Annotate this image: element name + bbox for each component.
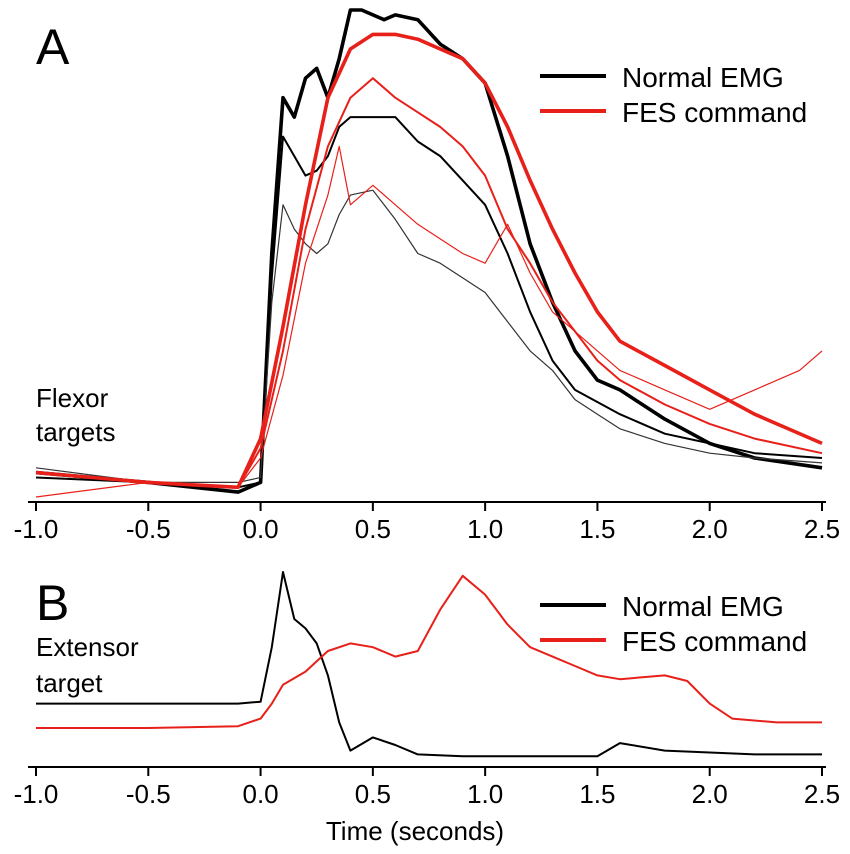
panel-a-x-tick-label: 0.0	[242, 514, 278, 544]
panel-a-x-tick-label: 2.5	[804, 514, 840, 544]
panel-a-x-tick-label: -1.0	[14, 514, 59, 544]
panel-a-series-emg-thin-line	[35, 116, 823, 489]
panel-a-series-fes-thin-line	[35, 77, 823, 489]
legend-b-normal-emg-label: Normal EMG	[622, 591, 784, 622]
panel-a-side-label-line1: Flexor	[36, 383, 109, 413]
panel-a-x-tick-label: -0.5	[126, 514, 171, 544]
panel-a-series	[35, 8, 823, 498]
x-axis-title: Time (seconds)	[326, 816, 504, 846]
legend-b-fes-command-label: FES command	[622, 626, 807, 657]
panel-a-label: A	[36, 19, 70, 75]
panel-b-side-label-line1: Extensor	[36, 632, 139, 662]
panel-b-legend: Normal EMG FES command	[540, 591, 807, 657]
panel-a-x-tick-label: 1.5	[579, 514, 615, 544]
panel-b-x-tick-label: 0.0	[242, 779, 278, 809]
panel-a-x-tick-label: 2.0	[692, 514, 728, 544]
panel-b-x-ticks: -1.0 -0.5 0.0 0.5 1.0 1.5 2.0 2.5	[14, 767, 840, 809]
panel-b-series	[36, 571, 822, 758]
panel-b-series-emg-thin-line	[36, 571, 822, 758]
panel-b-x-tick-label: -1.0	[14, 779, 59, 809]
panel-b-x-tick-label: 1.5	[579, 779, 615, 809]
panel-b-x-tick-label: 2.5	[804, 779, 840, 809]
panel-a: A Flexor targets -1.0 -0.5 0.0 0.5 1.0 1.5 2.0…	[14, 8, 840, 544]
panel-b-x-tick-label: -0.5	[126, 779, 171, 809]
panel-a-side-label-line2: targets	[36, 417, 116, 447]
panel-a-x-tick-label: 0.5	[355, 514, 391, 544]
panel-a-series-fes-hair-line	[35, 145, 823, 498]
panel-a-x-tick-label: 1.0	[467, 514, 503, 544]
panel-a-series-emg-thick-line	[35, 8, 823, 494]
panel-b-x-tick-label: 2.0	[692, 779, 728, 809]
panel-a-series-emg-hair-line	[35, 189, 823, 483]
legend-a-fes-command-label: FES command	[622, 97, 807, 128]
panel-b-label: B	[36, 575, 69, 631]
panel-b-x-tick-label: 0.5	[355, 779, 391, 809]
panel-b: B Extensor target -1.0 -0.5 0.0 0.5 1.0 1.5 2.…	[14, 571, 840, 846]
legend-a-normal-emg-label: Normal EMG	[622, 62, 784, 93]
panel-b-side-label-line2: target	[36, 668, 103, 698]
panel-b-x-tick-label: 1.0	[467, 779, 503, 809]
panel-a-series-fes-thick-line	[35, 32, 823, 490]
panel-a-x-ticks: -1.0 -0.5 0.0 0.5 1.0 1.5 2.0 2.5	[14, 502, 840, 544]
panel-b-series-fes-thin-line	[36, 574, 822, 729]
panel-a-legend: Normal EMG FES command	[540, 62, 807, 128]
